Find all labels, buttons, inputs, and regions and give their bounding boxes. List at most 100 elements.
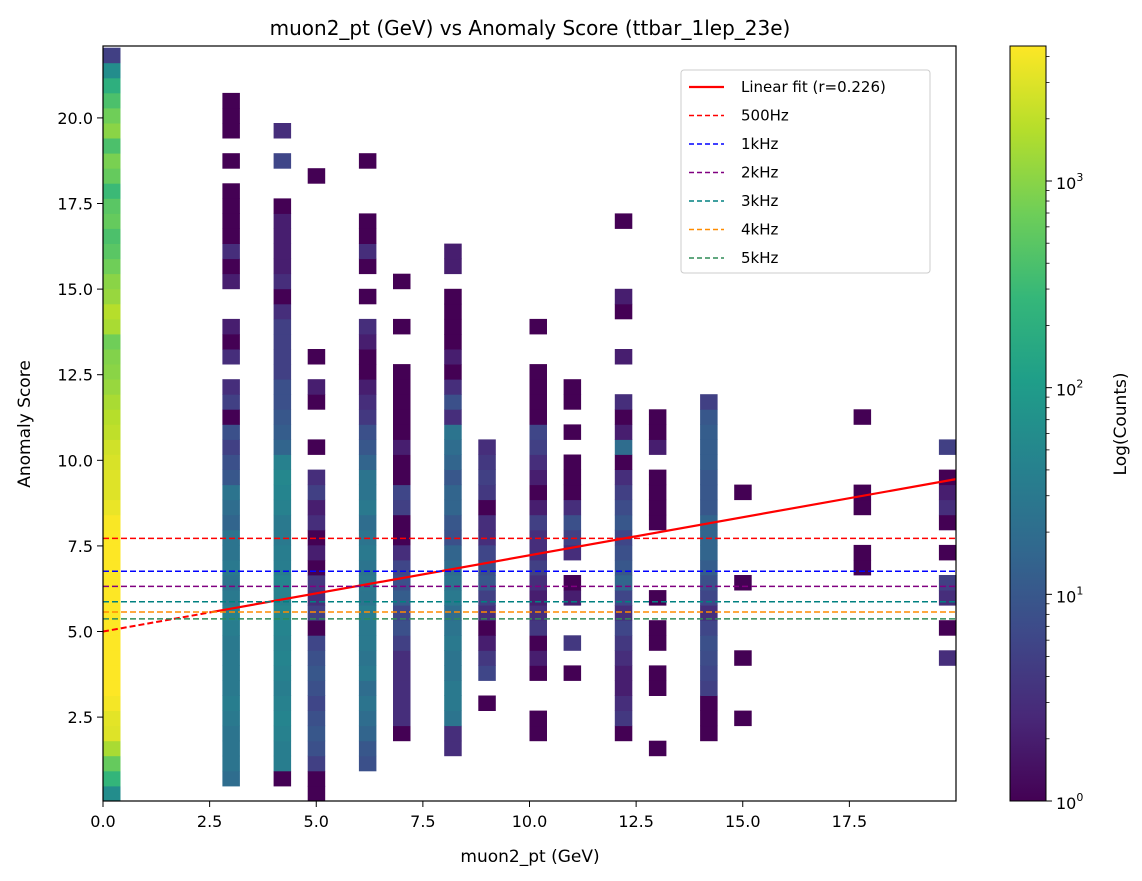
heatmap-cell — [529, 559, 547, 576]
heatmap-cell — [358, 318, 377, 335]
heatmap-cell — [444, 318, 462, 335]
heatmap-cell — [393, 665, 411, 681]
heatmap-cell — [222, 529, 240, 546]
heatmap-cell — [648, 499, 667, 516]
heatmap-cell — [103, 138, 121, 154]
heatmap-cell — [307, 695, 326, 711]
heatmap-cell — [103, 650, 121, 666]
heatmap-cell — [307, 710, 326, 727]
heatmap-cell — [938, 439, 957, 455]
y-tick-label: 17.5 — [57, 195, 93, 214]
heatmap-cell — [478, 529, 496, 546]
heatmap-cell — [478, 544, 496, 561]
heatmap-cell — [444, 394, 462, 410]
heatmap-cell — [103, 680, 121, 696]
heatmap-cell — [444, 695, 462, 711]
heatmap-cell — [648, 439, 667, 455]
heatmap-cell — [529, 529, 547, 546]
heatmap-cell — [103, 198, 121, 214]
heatmap-cell — [700, 469, 718, 486]
legend-label: 4kHz — [741, 221, 779, 239]
heatmap-cell — [614, 454, 633, 470]
heatmap-cell — [273, 559, 292, 576]
heatmap-cell — [648, 514, 667, 531]
heatmap-cell — [563, 575, 582, 591]
heatmap-cell — [222, 575, 240, 591]
heatmap-cell — [444, 499, 462, 516]
heatmap-cell — [222, 635, 240, 651]
heatmap-cell — [734, 575, 752, 591]
heatmap-cell — [393, 469, 411, 486]
legend-label: 3kHz — [741, 192, 779, 210]
heatmap-cell — [273, 243, 292, 260]
heatmap-cell — [222, 439, 240, 455]
heatmap-cell — [222, 213, 240, 229]
heatmap-cell — [529, 635, 547, 651]
heatmap-cell — [222, 499, 240, 516]
y-tick-label: 15.0 — [57, 280, 93, 299]
heatmap-cell — [444, 544, 462, 561]
heatmap-cell — [358, 424, 377, 440]
heatmap-cell — [222, 258, 240, 275]
legend-label: Linear fit (r=0.226) — [741, 78, 886, 96]
heatmap-cell — [358, 665, 377, 681]
heatmap-cell — [222, 710, 240, 727]
heatmap-cell — [358, 529, 377, 546]
heatmap-cell — [700, 575, 718, 591]
heatmap-cell — [358, 695, 377, 711]
heatmap-cell — [529, 394, 547, 410]
heatmap-cell — [444, 590, 462, 606]
heatmap-cell — [529, 590, 547, 606]
heatmap-cell — [444, 635, 462, 651]
heatmap-cell — [529, 318, 547, 335]
heatmap-cell — [700, 710, 718, 727]
heatmap-cell — [222, 725, 240, 742]
heatmap-cell — [529, 454, 547, 470]
heatmap-cell — [563, 665, 582, 681]
heatmap-cell — [222, 153, 240, 169]
heatmap-cell — [614, 439, 633, 455]
heatmap-cell — [734, 710, 752, 727]
heatmap-cell — [358, 499, 377, 516]
heatmap-cell — [358, 334, 377, 350]
heatmap-cell — [222, 650, 240, 666]
heatmap-cell — [529, 409, 547, 425]
legend-label: 500Hz — [741, 107, 789, 125]
heatmap-cell — [393, 394, 411, 410]
heatmap-cell — [307, 725, 326, 742]
heatmap-cell — [358, 755, 377, 772]
heatmap-cell — [358, 680, 377, 696]
heatmap-cell — [529, 575, 547, 591]
y-tick-label: 10.0 — [57, 451, 93, 470]
heatmap-cell — [648, 635, 667, 651]
heatmap-cell — [307, 740, 326, 757]
heatmap-cell — [307, 755, 326, 772]
heatmap-cell — [700, 725, 718, 742]
heatmap-cell — [648, 469, 667, 486]
heatmap-cell — [393, 650, 411, 666]
heatmap-cell — [307, 544, 326, 561]
heatmap-cell — [273, 394, 292, 410]
heatmap-cell — [700, 695, 718, 711]
heatmap-cell — [273, 349, 292, 365]
heatmap-cell — [273, 695, 292, 711]
heatmap-cell — [853, 409, 872, 425]
heatmap-cell — [103, 168, 121, 184]
heatmap-cell — [222, 740, 240, 757]
heatmap-cell — [103, 379, 121, 395]
heatmap-cell — [563, 379, 582, 395]
heatmap-cell — [700, 529, 718, 546]
heatmap-cell — [393, 559, 411, 576]
x-tick-label: 7.5 — [410, 812, 435, 831]
heatmap-cell — [103, 153, 121, 169]
heatmap-cell — [307, 575, 326, 591]
heatmap-cell — [393, 409, 411, 425]
heatmap-cell — [938, 575, 957, 591]
heatmap-cell — [563, 590, 582, 606]
heatmap-cell — [393, 710, 411, 727]
heatmap-cell — [648, 409, 667, 425]
heatmap-cell — [273, 364, 292, 380]
heatmap-cell — [273, 635, 292, 651]
heatmap-cell — [444, 665, 462, 681]
heatmap-cell — [358, 379, 377, 395]
